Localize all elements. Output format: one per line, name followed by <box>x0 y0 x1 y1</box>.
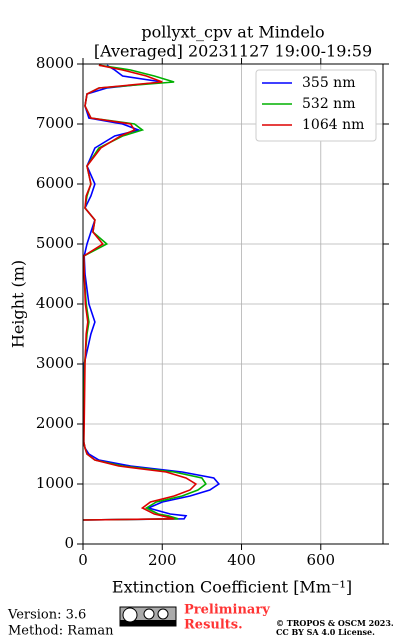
y-axis-label: Height (m) <box>9 260 28 348</box>
x-tick-label: 0 <box>78 551 88 569</box>
y-tick-label: 6000 <box>36 174 74 192</box>
copyright: © TROPOS & OSCM 2023. <box>276 618 394 628</box>
profile-line <box>82 64 207 521</box>
y-tick-label: 0 <box>64 534 74 552</box>
y-tick-label: 1000 <box>36 474 74 492</box>
y-tick-label: 2000 <box>36 414 74 432</box>
version: Version: 3.6 <box>7 608 86 623</box>
x-tick-label: 200 <box>148 551 177 569</box>
chart-title: pollyxt_cpv at Mindelo <box>141 23 324 42</box>
y-tick-label: 7000 <box>36 114 74 132</box>
legend-label: 355 nm <box>302 75 355 91</box>
cc-icon <box>119 606 177 627</box>
y-tick-label: 3000 <box>36 354 74 372</box>
plot-frame <box>82 63 384 545</box>
legend-label: 1064 nm <box>302 117 364 133</box>
profile-line <box>82 64 221 521</box>
x-axis-label: Extinction Coefficient [Mm⁻¹] <box>112 578 352 597</box>
x-tick-label: 600 <box>306 551 335 569</box>
preliminary: Results. <box>184 618 243 633</box>
legend-label: 532 nm <box>302 96 355 112</box>
method: Method: Raman <box>8 624 114 639</box>
y-tick-label: 5000 <box>36 234 74 252</box>
preliminary: Preliminary <box>184 603 270 618</box>
chart-subtitle: [Averaged] 20231127 19:00-19:59 <box>94 42 372 61</box>
legend-box <box>255 69 377 142</box>
y-tick-label: 8000 <box>36 54 74 72</box>
license: CC BY SA 4.0 License. <box>276 627 375 637</box>
y-tick-label: 4000 <box>36 294 74 312</box>
profile-line <box>82 64 198 521</box>
x-tick-label: 400 <box>227 551 256 569</box>
